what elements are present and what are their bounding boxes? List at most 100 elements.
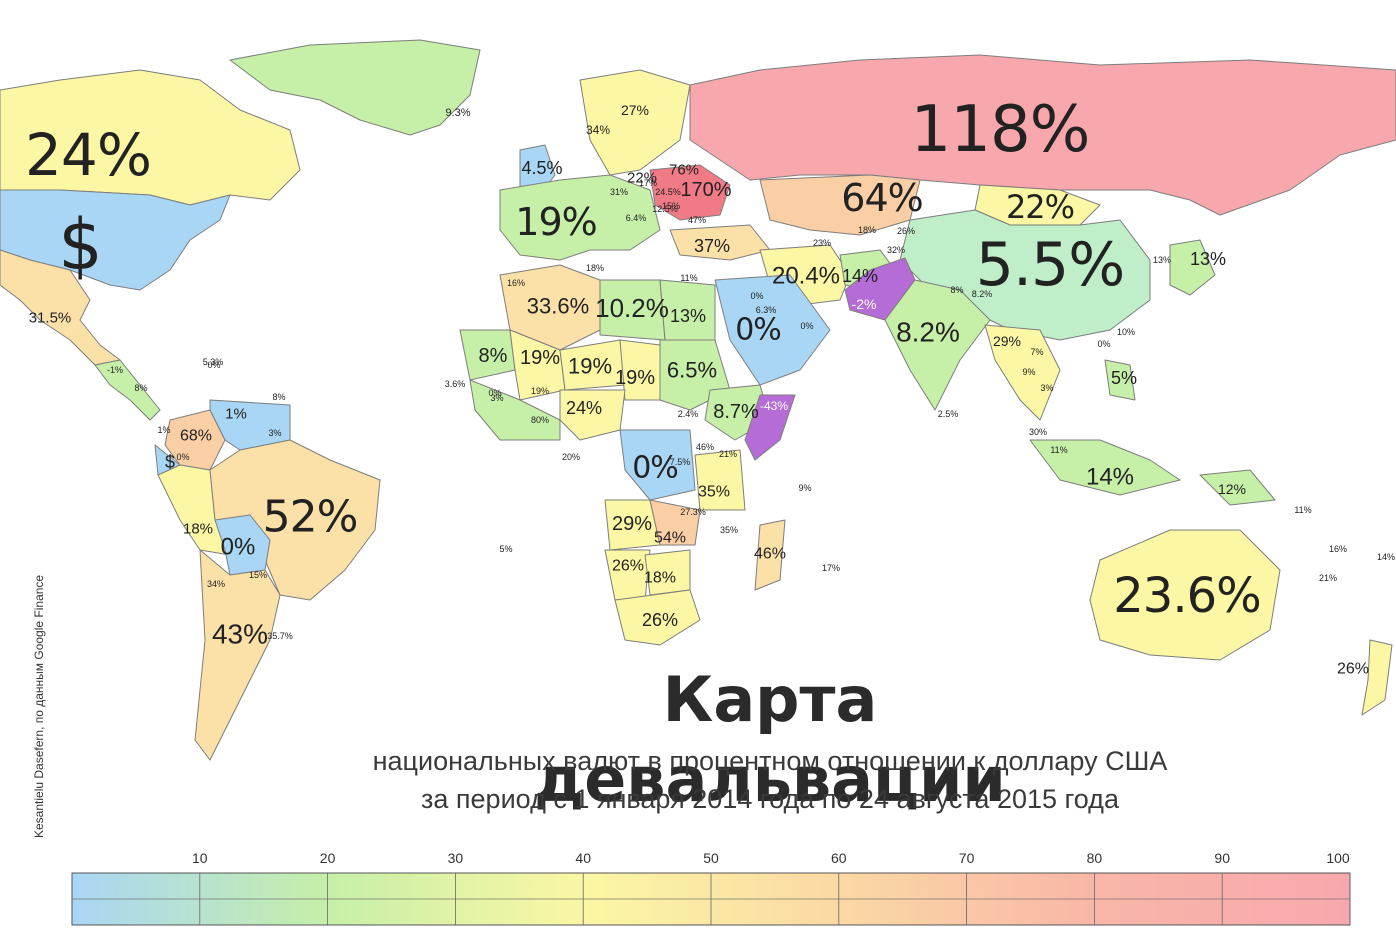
label-russia: 118%	[911, 93, 1090, 167]
region-turkey	[669, 224, 771, 261]
small-label: 11%	[1050, 445, 1067, 455]
small-label: 21%	[719, 449, 737, 459]
region-tanzania	[694, 449, 746, 511]
small-label: 12.5%	[652, 204, 678, 214]
label-southafrica: 26%	[642, 610, 678, 630]
region-congo	[619, 429, 696, 501]
label-ecuador: $	[165, 452, 175, 472]
label-australia: 23.6%	[1113, 568, 1260, 624]
label-iceland: 9.3%	[445, 107, 470, 119]
small-label: 15%	[662, 201, 680, 211]
region-westafrica	[469, 379, 561, 441]
region-central-america	[94, 359, 161, 421]
label-tanzania: 35%	[698, 484, 730, 501]
small-label: -1%	[107, 365, 123, 375]
small-label: 18%	[586, 263, 604, 273]
small-label: 32%	[887, 245, 905, 255]
label-peru: 18%	[183, 521, 213, 538]
small-label: 8%	[134, 383, 147, 393]
label-ethiopia: 8.7%	[713, 401, 759, 423]
small-label: 8.2%	[972, 289, 993, 299]
small-label: 31%	[610, 187, 628, 197]
small-label: 0%	[176, 452, 189, 462]
region-philippines	[1104, 359, 1136, 401]
label-madagascar: 46%	[754, 546, 786, 563]
region-png	[1199, 469, 1276, 506]
small-label: 3%	[490, 393, 503, 403]
small-label: 80%	[531, 415, 549, 425]
label-venezuela: 1%	[225, 406, 247, 423]
small-label: 9%	[1022, 367, 1035, 377]
small-label: 11%	[1294, 505, 1311, 515]
region-zambia	[649, 499, 701, 546]
small-label: 35%	[720, 525, 738, 535]
label-usa: $	[58, 204, 102, 286]
scale-tick-label: 80	[1087, 850, 1103, 866]
label-ukraine: 170%	[680, 179, 731, 201]
scale-tick-label: 60	[831, 850, 847, 866]
label-colombia: 68%	[180, 428, 212, 445]
region-japan	[1169, 239, 1216, 296]
subtitle-line-1: национальных валют в процентном отношени…	[372, 746, 1168, 776]
small-label: 46%	[696, 442, 714, 452]
label-chad: 19%	[615, 367, 655, 389]
label-niger: 19%	[568, 354, 612, 379]
label-turkey: 37%	[694, 236, 730, 256]
small-label: 15%	[249, 570, 267, 580]
small-label: 3.6%	[445, 379, 466, 389]
label-newzealand: 26%	[1337, 661, 1369, 678]
region-mali	[509, 329, 566, 401]
label-argentina: 43%	[212, 619, 268, 650]
small-label: 14%	[1377, 552, 1395, 562]
small-label: 17%	[639, 178, 657, 188]
label-mali: 19%	[520, 347, 560, 369]
label-somalia: -43%	[760, 399, 788, 413]
page-title: Карта девальвации	[534, 663, 1006, 816]
label-brazil: 52%	[263, 492, 358, 543]
small-label: 1%	[157, 425, 170, 435]
label-afghanistan: 14%	[842, 266, 878, 286]
region-scandinavia	[579, 69, 691, 176]
small-label: 2.5%	[938, 409, 959, 419]
small-label: 13%	[1153, 255, 1171, 265]
region-saudi	[714, 274, 831, 386]
region-madagascar	[754, 519, 786, 591]
small-label: 16%	[1329, 544, 1347, 554]
small-label: 24.5%	[655, 187, 681, 197]
small-label: 7%	[1030, 347, 1043, 357]
label-japan: 13%	[1190, 249, 1226, 269]
label-iran: 20.4%	[772, 263, 840, 290]
label-belarus: 76%	[669, 162, 699, 179]
small-label: 0%	[207, 360, 220, 370]
scale-ticks: 10 20 30 40 50 60 70 80 90 100	[192, 850, 1351, 925]
label-mauritania: 8%	[479, 345, 508, 367]
scale-tick-label: 20	[320, 850, 336, 866]
label-mexico: 31.5%	[29, 310, 72, 327]
region-southafrica	[614, 589, 701, 646]
region-argentina	[194, 549, 281, 761]
label-zambia: 54%	[654, 530, 686, 547]
small-label: 20%	[562, 452, 580, 462]
scale-tick-label: 10	[192, 850, 208, 866]
region-greenland	[229, 39, 481, 136]
label-namibia: 26%	[612, 558, 644, 575]
small-label: 23%	[813, 238, 831, 248]
label-algeria: 33.6%	[527, 294, 589, 319]
small-label: 8%	[272, 392, 285, 402]
small-label: 7.5%	[670, 457, 691, 467]
subtitle-line-2: за период с 1 января 2014 года по 24 авг…	[421, 784, 1119, 814]
region-ukraine	[649, 164, 731, 221]
label-indonesia: 14%	[1086, 464, 1134, 491]
label-kazakhstan: 64%	[841, 176, 922, 220]
region-kazakhstan	[759, 174, 921, 236]
page-subtitle: национальных валют в процентном отношени…	[300, 742, 1240, 818]
scale-tick-label: 40	[575, 850, 591, 866]
label-seasia: 29%	[993, 333, 1021, 349]
small-label: 9%	[798, 483, 811, 493]
small-label: 0%	[750, 291, 763, 301]
small-label: 18%	[858, 225, 876, 235]
small-label: 0%	[800, 321, 813, 331]
small-label: 3%	[268, 428, 281, 438]
